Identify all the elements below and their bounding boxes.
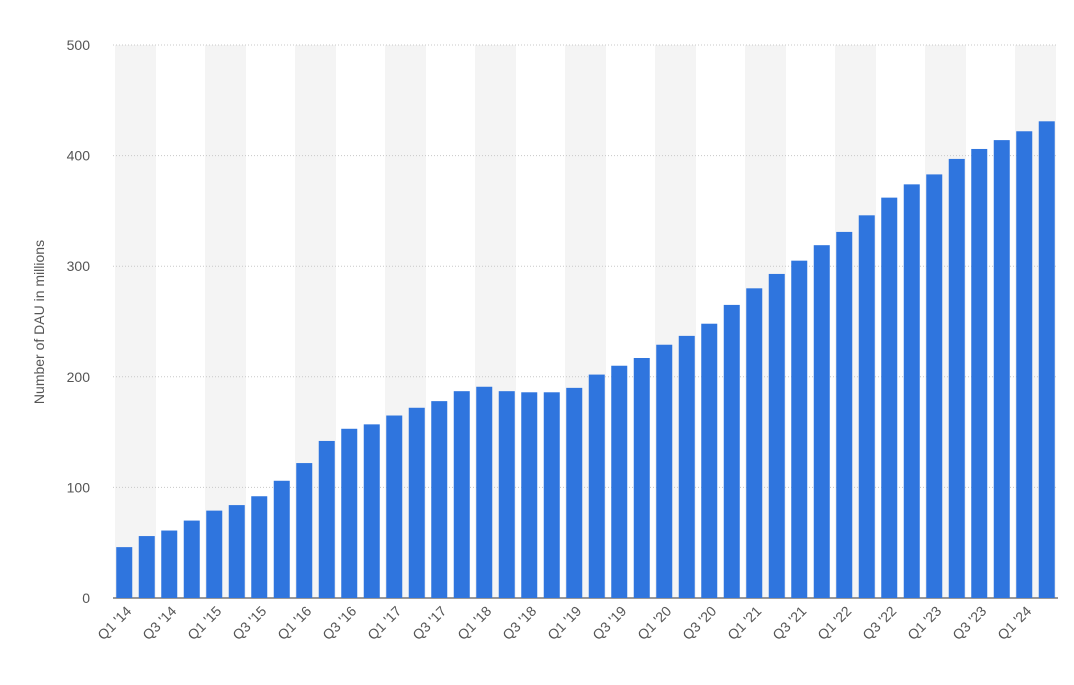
bar [408,407,425,598]
bar [723,304,740,598]
bar [881,197,898,599]
bar [498,391,515,598]
bar [858,215,875,598]
x-tick-label: Q3 '19 [589,603,629,643]
bar [161,530,178,598]
bar [566,387,583,598]
y-tick-label: 0 [82,590,90,606]
x-tick-label: Q1 '18 [454,603,494,643]
bar [633,357,650,598]
bar [116,547,133,598]
x-tick-label: Q3 '18 [499,603,539,643]
bar [296,463,313,598]
bar [611,365,628,598]
bar [746,288,763,598]
x-tick-label: Q3 '23 [949,603,989,643]
bar [926,174,943,599]
x-tick-label: Q1 '20 [634,603,674,643]
bar [251,496,268,598]
x-tick-label: Q1 '21 [724,603,764,643]
x-tick-label: Q1 '16 [274,603,314,643]
bar [836,231,853,598]
bar [588,374,605,598]
bar [183,520,200,598]
bar [521,392,538,598]
y-tick-label: 400 [67,148,91,164]
bar [813,245,830,598]
x-tick-label: Q1 '15 [184,603,224,643]
x-tick-label: Q3 '16 [319,603,359,643]
bar [453,391,470,598]
bar [1016,131,1033,598]
x-tick-label: Q1 '24 [994,603,1034,643]
x-tick-label: Q1 '22 [814,603,854,643]
bar [273,480,290,598]
y-tick-label: 500 [67,37,91,53]
x-tick-label: Q3 '21 [769,603,809,643]
bar [318,440,335,598]
bar [341,428,358,598]
y-tick-label: 200 [67,369,91,385]
bar [206,510,223,598]
bar [386,415,403,598]
bar [138,536,155,598]
bar [948,158,965,598]
y-tick-label: 100 [67,479,91,495]
bar [791,260,808,598]
bar [701,323,718,598]
background-stripe [115,45,156,598]
bar [993,140,1010,598]
x-tick-label: Q3 '17 [409,603,449,643]
x-tick-label: Q3 '14 [139,603,179,643]
x-tick-label: Q3 '15 [229,603,269,643]
x-tick-label: Q3 '20 [679,603,719,643]
bar [431,401,448,598]
bar [1038,121,1055,599]
bar [363,424,380,598]
x-tick-label: Q1 '17 [364,603,404,643]
bar [228,505,245,598]
x-tick-label: Q1 '19 [544,603,584,643]
bar [903,184,920,598]
bar [543,392,560,598]
y-tick-label: 300 [67,258,91,274]
y-axis-label: Number of DAU in millions [31,240,47,404]
x-tick-label: Q1 '14 [94,603,134,643]
bar [656,344,673,598]
x-tick-label: Q3 '22 [859,603,899,643]
x-tick-label: Q1 '23 [904,603,944,643]
bar [678,335,695,598]
bar [768,273,785,598]
bar [476,386,493,598]
bar [971,148,988,599]
